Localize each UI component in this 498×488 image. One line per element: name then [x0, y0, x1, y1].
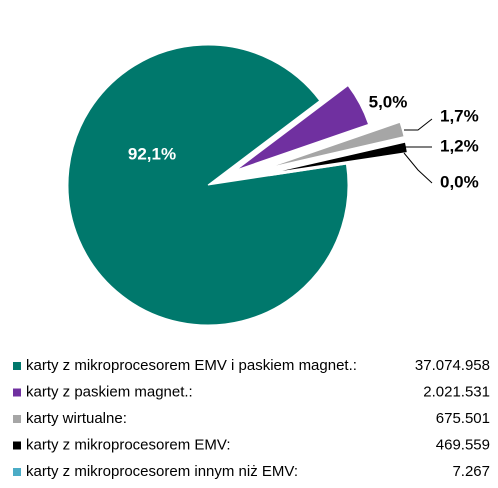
legend-swatch — [13, 388, 21, 397]
legend-label: karty z mikroprocesorem innym niż EMV: — [26, 463, 298, 480]
leader-line — [404, 118, 433, 131]
pie-slice — [67, 44, 349, 326]
legend-swatch — [13, 441, 21, 450]
legend-label: karty z mikroprocesorem EMV: — [26, 436, 231, 453]
legend-label: karty z mikroprocesorem EMV i paskiem ma… — [26, 357, 357, 374]
pie-slice — [267, 121, 405, 169]
legend-count: 37.074.958 — [415, 357, 490, 374]
legend-swatch — [13, 415, 21, 423]
data-label: 1,7% — [440, 106, 479, 125]
data-label: 1,2% — [440, 136, 479, 155]
legend-count: 469.559 — [436, 436, 490, 453]
legend-label: karty wirtualne: — [26, 410, 127, 427]
legend-count: 2.021.531 — [423, 383, 490, 400]
leader-line — [403, 152, 433, 184]
legend-label: karty z paskiem magnet.: — [26, 383, 193, 400]
legend-count: 675.501 — [436, 410, 490, 427]
legend-swatch — [13, 468, 21, 476]
data-label: 5,0% — [369, 92, 408, 111]
legend-swatch — [13, 362, 21, 370]
pie-slice — [235, 84, 370, 171]
data-label: 92,1% — [128, 144, 176, 163]
data-label: 0,0% — [440, 172, 479, 191]
legend-count: 7.267 — [452, 463, 490, 480]
